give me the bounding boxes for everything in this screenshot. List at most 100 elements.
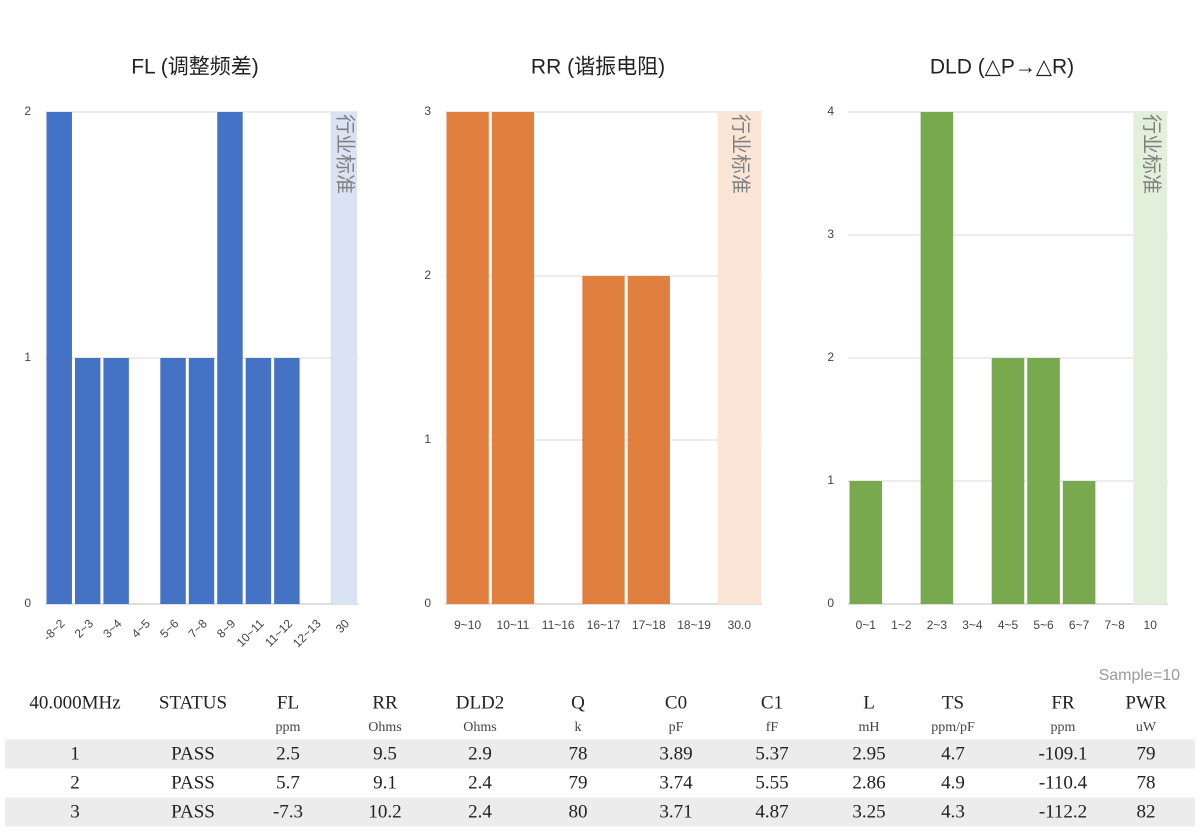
x-tick-label: 17~18 [632, 618, 666, 632]
x-tick-label: 18~19 [677, 618, 711, 632]
column-header: PWR [1125, 692, 1167, 713]
column-header: STATUS [159, 692, 227, 713]
y-tick-label: 1 [24, 350, 31, 364]
row-background [5, 739, 1195, 769]
bar [627, 276, 670, 604]
table-cell: -109.1 [1038, 743, 1087, 764]
column-unit: fF [766, 720, 779, 735]
column-unit: pF [669, 720, 684, 735]
table-cell: 2.4 [468, 772, 492, 793]
table-cell: 3.71 [659, 801, 692, 822]
x-tick-label: 2~3 [927, 618, 948, 632]
table-cell: 4.7 [941, 743, 965, 764]
column-header: FR [1051, 692, 1075, 713]
table-cell: 80 [569, 801, 588, 822]
bar [74, 358, 101, 604]
column-header: DLD2 [456, 692, 505, 713]
column-header: L [863, 692, 875, 713]
column-unit: mH [859, 720, 880, 735]
table-cell: 5.37 [755, 743, 788, 764]
table-cell: 5.55 [755, 772, 788, 793]
bar [1062, 481, 1096, 604]
bar [274, 358, 300, 604]
table-cell: PASS [171, 801, 215, 822]
column-unit: uW [1136, 720, 1157, 735]
column-header: RR [372, 692, 398, 713]
column-unit: ppm/pF [931, 720, 975, 735]
bar [991, 358, 1025, 604]
x-tick-label: 6~7 [1069, 618, 1090, 632]
table-cell: 79 [1137, 743, 1156, 764]
x-tick-label: 0~1 [856, 618, 877, 632]
bar [217, 112, 243, 604]
table-cell: 3.25 [852, 801, 885, 822]
table-cell: -110.4 [1039, 772, 1088, 793]
y-tick-label: 0 [424, 596, 431, 610]
table-cell: 4.3 [941, 801, 965, 822]
bar [582, 276, 625, 604]
bar [849, 481, 883, 604]
table-cell: 3.74 [659, 772, 693, 793]
chart-title: RR (谐振电阻) [531, 56, 665, 79]
table-cell: 2.9 [468, 743, 492, 764]
table-cell: 1 [70, 743, 80, 764]
y-tick-label: 1 [827, 473, 834, 487]
x-tick-label: 1~2 [891, 618, 912, 632]
x-tick-label: 11~16 [542, 618, 575, 632]
x-tick-label: 10~11 [497, 618, 530, 632]
y-tick-label: 2 [424, 268, 431, 282]
x-tick-label: 5~6 [157, 616, 182, 641]
column-header: Q [571, 692, 585, 713]
table-cell: 2.5 [276, 743, 300, 764]
table-cell: -112.2 [1039, 801, 1087, 822]
table-cell: 2.95 [852, 743, 885, 764]
table-cell: 10.2 [368, 801, 401, 822]
column-unit: ppm [1051, 720, 1076, 735]
table-cell: 82 [1137, 801, 1156, 822]
x-tick-label: 4~5 [129, 616, 154, 641]
column-header: C0 [665, 692, 687, 713]
standard-band [717, 112, 761, 604]
table-cell: 4.9 [941, 772, 965, 793]
table-cell: PASS [171, 772, 215, 793]
table-cell: 78 [1137, 772, 1156, 793]
y-tick-label: 1 [424, 432, 431, 446]
x-tick-label: 16~17 [587, 618, 621, 632]
table-cell: 79 [569, 772, 588, 793]
table-cell: 78 [569, 743, 588, 764]
y-tick-label: 0 [827, 596, 834, 610]
row-background [5, 797, 1195, 827]
chart-title: FL (调整频差) [131, 56, 259, 79]
table-cell: 3 [70, 801, 80, 822]
band-label: 行业标准 [333, 114, 356, 194]
table-cell: 5.7 [276, 772, 300, 793]
y-tick-label: 3 [424, 104, 431, 118]
sample-note: Sample=10 [1099, 667, 1180, 684]
table-cell: 9.5 [373, 743, 397, 764]
y-tick-label: 4 [827, 104, 834, 118]
bar [188, 358, 215, 604]
x-tick-label: 9~10 [454, 618, 481, 632]
table-cell: 2.4 [468, 801, 492, 822]
bar [491, 112, 535, 604]
x-tick-label: 10 [1144, 618, 1158, 632]
x-tick-label: 30 [333, 616, 353, 636]
x-tick-label: 11~12 [262, 616, 295, 649]
bar [245, 358, 272, 604]
standard-band [330, 112, 357, 604]
bar [446, 112, 489, 604]
table-cell: 3.89 [659, 743, 692, 764]
y-tick-label: 3 [827, 227, 834, 241]
column-header: 40.000MHz [29, 692, 120, 713]
column-unit: k [575, 720, 582, 735]
table-cell: 9.1 [373, 772, 397, 793]
table-cell: 2.86 [852, 772, 885, 793]
x-tick-label: 7~8 [186, 616, 211, 641]
standard-band [1133, 112, 1167, 604]
table-cell: 4.87 [755, 801, 788, 822]
y-tick-label: 0 [24, 596, 31, 610]
y-tick-label: 2 [24, 104, 31, 118]
x-tick-label: -8~2 [40, 616, 67, 643]
table-cell: -7.3 [273, 801, 303, 822]
